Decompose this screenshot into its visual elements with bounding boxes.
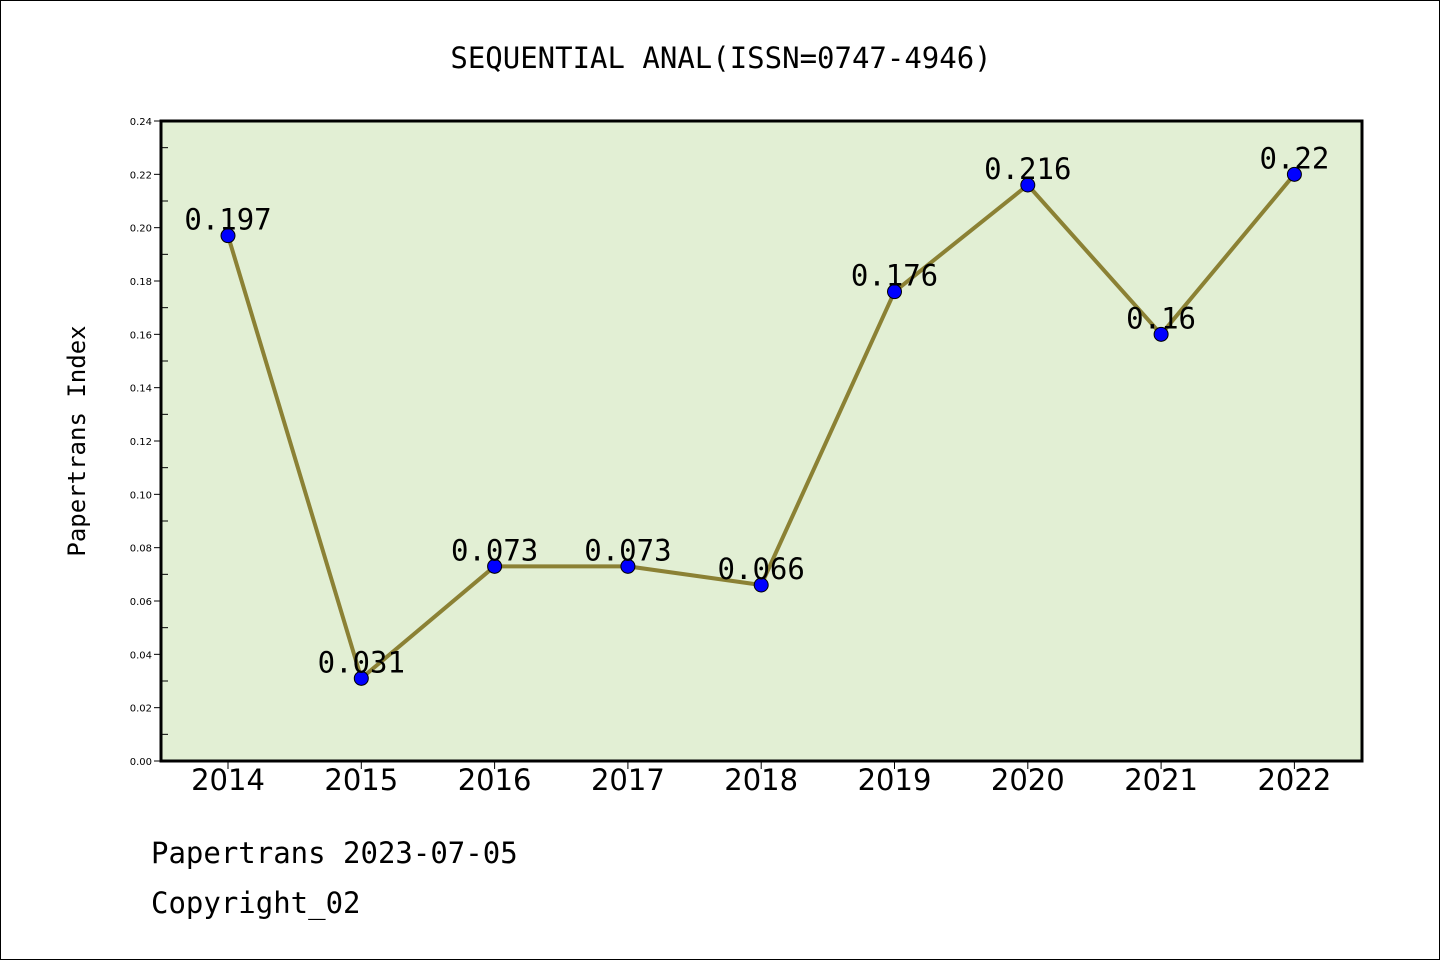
data-point bbox=[487, 558, 503, 574]
y-tick-label: 0.08 bbox=[130, 544, 152, 555]
data-point bbox=[220, 228, 236, 244]
y-tick-label: 0.06 bbox=[130, 597, 152, 608]
y-tick-label: 0.14 bbox=[130, 384, 152, 395]
data-label: 0.216 bbox=[984, 152, 1071, 186]
data-label: 0.031 bbox=[318, 645, 405, 679]
footer-date-text: Papertrans 2023-07-05 bbox=[151, 836, 518, 870]
data-label: 0.197 bbox=[184, 203, 271, 237]
data-point bbox=[1286, 166, 1302, 182]
data-point bbox=[753, 577, 769, 593]
y-tick-label: 0.18 bbox=[130, 277, 152, 288]
y-axis-ticks: 0.00 0.02 0.04 0.06 0.08 0.10 0.12 0.14 0.16 0.18… bbox=[130, 117, 168, 768]
x-tick-label: 2019 bbox=[858, 763, 932, 797]
chart-title: SEQUENTIAL ANAL(ISSN=0747-4946) bbox=[450, 41, 991, 75]
x-tick-label: 2017 bbox=[591, 763, 665, 797]
y-tick-label: 0.02 bbox=[130, 704, 152, 715]
data-point bbox=[620, 558, 636, 574]
x-tick-label: 2021 bbox=[1124, 763, 1198, 797]
y-tick-label: 0.00 bbox=[130, 757, 152, 768]
y-tick-label: 0.10 bbox=[130, 490, 152, 501]
y-tick-label: 0.16 bbox=[130, 330, 152, 341]
data-labels: 0.197 0.031 0.073 0.073 0.066 0.176 0.216 0.16 0… bbox=[184, 141, 1329, 679]
x-tick-label: 2015 bbox=[324, 763, 398, 797]
y-tick-label: 0.04 bbox=[130, 650, 152, 661]
data-label: 0.22 bbox=[1259, 141, 1329, 175]
x-tick-label: 2022 bbox=[1257, 763, 1331, 797]
y-tick-label: 0.20 bbox=[130, 224, 152, 235]
data-point bbox=[1153, 326, 1169, 342]
data-point bbox=[1020, 177, 1036, 193]
y-tick-label: 0.22 bbox=[130, 170, 152, 181]
data-label: 0.176 bbox=[851, 259, 938, 293]
data-points bbox=[220, 166, 1302, 686]
footer-copyright-text: Copyright_02 bbox=[151, 886, 361, 920]
y-axis-label: Papertrans Index bbox=[63, 325, 91, 556]
plot-area bbox=[159, 119, 1364, 763]
y-tick-label: 0.12 bbox=[130, 437, 152, 448]
y-tick-label: 0.24 bbox=[130, 117, 152, 128]
x-tick-label: 2020 bbox=[991, 763, 1065, 797]
data-label: 0.16 bbox=[1126, 301, 1196, 335]
data-label: 0.073 bbox=[584, 533, 671, 567]
x-axis-ticks: 2014 2015 2016 2017 2018 2019 2020 2021 2022 bbox=[191, 761, 1331, 797]
x-tick-label: 2018 bbox=[724, 763, 798, 797]
x-tick-label: 2016 bbox=[458, 763, 532, 797]
data-label: 0.073 bbox=[451, 533, 538, 567]
data-point bbox=[887, 284, 902, 300]
data-point bbox=[353, 670, 369, 686]
data-label: 0.066 bbox=[718, 552, 805, 586]
x-tick-label: 2014 bbox=[191, 763, 265, 797]
